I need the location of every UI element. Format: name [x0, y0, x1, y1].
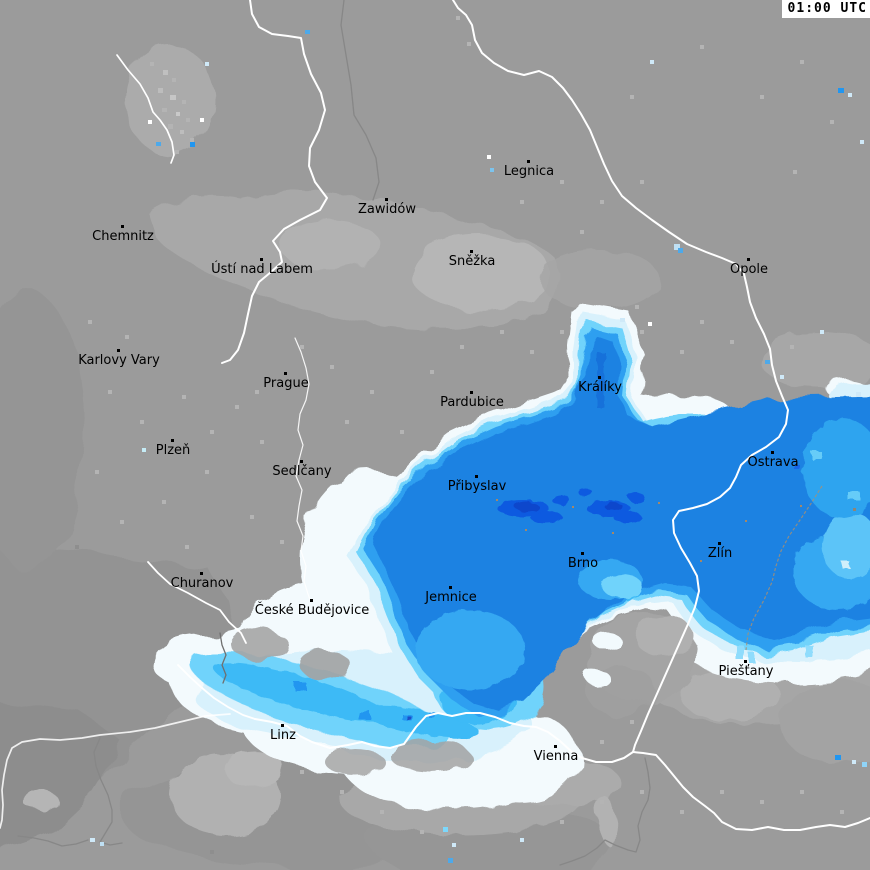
city-label: Chemnitz: [92, 229, 154, 244]
country-border-lines: [0, 0, 870, 831]
city-dot: [385, 198, 388, 201]
city-dot: [598, 376, 601, 379]
city-label: Pardubice: [440, 395, 504, 410]
city-label: Legnica: [503, 164, 555, 179]
city-label: Ostrava: [747, 455, 799, 470]
city-label: Linz: [270, 728, 296, 743]
precip-core-detail: [295, 352, 870, 720]
city-dot: [718, 542, 721, 545]
city-label: Brno: [567, 556, 599, 571]
city-dot: [121, 225, 124, 228]
city-label: Prague: [263, 376, 309, 391]
city-dot: [554, 745, 557, 748]
city-label: Plzeň: [155, 443, 191, 458]
city-label: Karlovy Vary: [78, 353, 160, 368]
terrain-wedge-layer: [232, 612, 698, 850]
city-label: Piešťany: [718, 664, 774, 679]
city-label: Přibyslav: [447, 479, 507, 494]
city-dot: [300, 460, 303, 463]
city-dot: [470, 250, 473, 253]
city-dot: [171, 439, 174, 442]
city-dot: [744, 660, 747, 663]
city-dot: [527, 160, 530, 163]
city-label: Churanov: [170, 576, 234, 591]
city-dot: [449, 586, 452, 589]
city-dot: [310, 599, 313, 602]
timestamp-badge: 01:00 UTC: [781, 0, 870, 18]
city-label: Sedlčany: [272, 464, 332, 479]
city-dot: [581, 552, 584, 555]
radar-speckles: [75, 16, 867, 863]
city-label: Zawidów: [358, 202, 416, 217]
city-label: Opole: [729, 262, 769, 277]
city-dot: [475, 475, 478, 478]
city-label: Ústí nad Labem: [211, 262, 313, 277]
city-dot: [200, 572, 203, 575]
city-label: Králíky: [578, 380, 622, 395]
city-label: Vienna: [533, 749, 579, 764]
city-label: České Budějovice: [254, 603, 370, 618]
terrain-dark-layer: [0, 290, 610, 870]
city-dot: [284, 372, 287, 375]
city-label: Sněžka: [448, 254, 496, 269]
city-label: Zlín: [707, 546, 733, 561]
city-dot: [771, 451, 774, 454]
city-dot: [281, 724, 284, 727]
city-label: Jemnice: [425, 590, 477, 605]
city-dot: [117, 349, 120, 352]
city-dot: [470, 391, 473, 394]
village-dots: [496, 499, 856, 562]
city-dot: [260, 258, 263, 261]
border-through-rain: [745, 485, 823, 651]
city-dot: [747, 258, 750, 261]
